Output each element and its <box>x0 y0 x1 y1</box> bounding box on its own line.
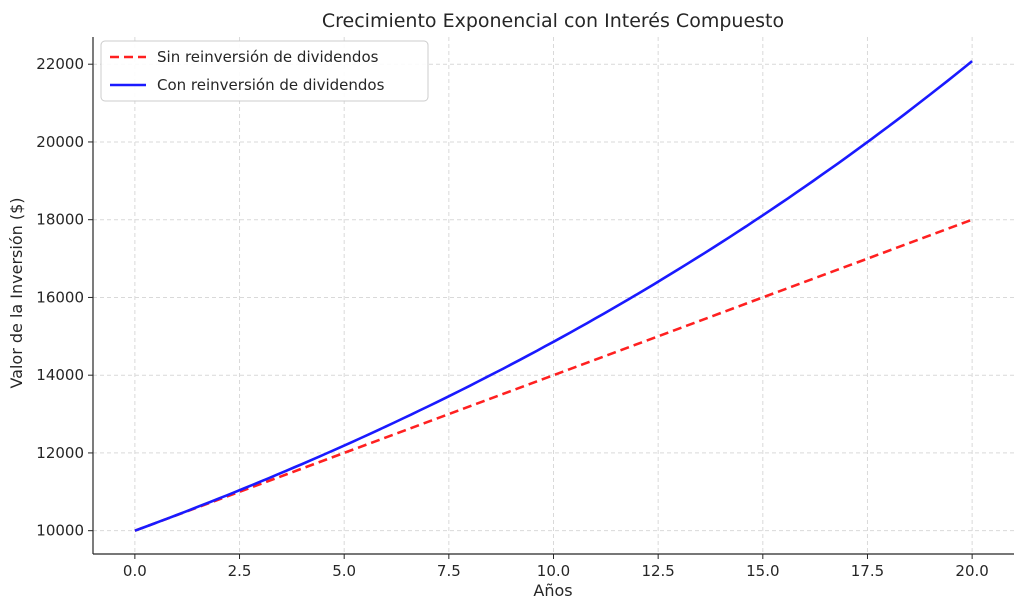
ticks: 0.0 2.5 5.0 7.5 10.0 12.5 15.0 17.5 20.0 10000 120… <box>36 55 989 580</box>
legend-label-2: Con reinversión de dividendos <box>157 76 385 94</box>
y-tick-label: 12000 <box>36 444 84 462</box>
x-tick-label: 15.0 <box>746 562 779 580</box>
series-layer <box>134 60 973 532</box>
x-tick-label: 17.5 <box>851 562 884 580</box>
chart-title: Crecimiento Exponencial con Interés Comp… <box>322 10 784 32</box>
y-axis-label: Valor de la Inversión ($) <box>7 197 26 388</box>
y-tick-label: 16000 <box>36 288 84 306</box>
x-tick-label: 2.5 <box>228 562 252 580</box>
y-tick-label: 18000 <box>36 211 84 229</box>
x-axis-label: Años <box>533 581 572 600</box>
x-tick-label: 7.5 <box>437 562 461 580</box>
series-line-2 <box>134 60 973 532</box>
legend: Sin reinversión de dividendos Con reinver… <box>100 40 429 102</box>
legend-box <box>100 40 429 102</box>
x-tick-label: 5.0 <box>332 562 356 580</box>
x-tick-label: 0.0 <box>123 562 147 580</box>
x-tick-label: 20.0 <box>955 562 988 580</box>
y-tick-label: 22000 <box>36 55 84 73</box>
legend-label-1: Sin reinversión de dividendos <box>157 48 379 66</box>
x-tick-label: 12.5 <box>641 562 674 580</box>
y-tick-label: 14000 <box>36 366 84 384</box>
y-tick-label: 10000 <box>36 522 84 540</box>
y-tick-label: 20000 <box>36 133 84 151</box>
grid <box>93 37 1014 554</box>
x-tick-label: 10.0 <box>537 562 570 580</box>
series-line-1 <box>134 218 973 532</box>
